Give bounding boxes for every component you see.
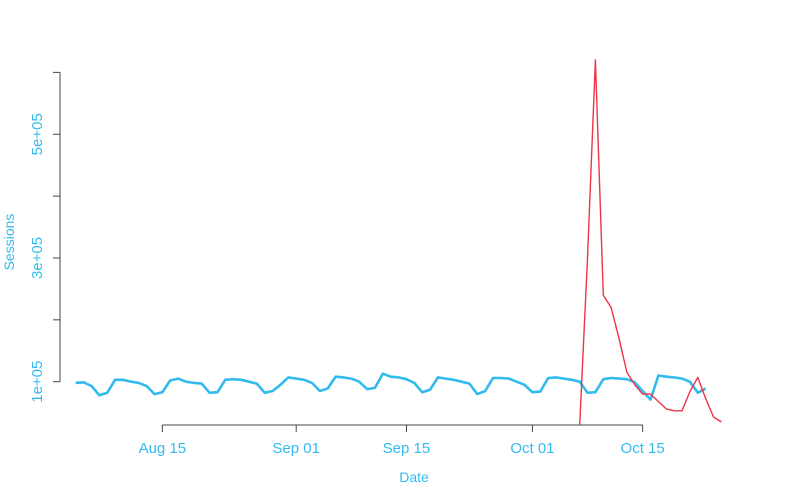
x-tick-label-2: Sep 15 xyxy=(383,440,431,457)
x-axis-title: Date xyxy=(399,469,429,485)
y-tick-label-1: 3e+05 xyxy=(29,237,46,279)
x-tick-label-1: Sep 01 xyxy=(272,440,320,457)
series-line-1 xyxy=(579,59,722,426)
x-tick-label-0: Aug 15 xyxy=(139,440,187,457)
series-layer xyxy=(75,59,722,426)
series-line-0 xyxy=(75,372,707,401)
y-axis: 1e+05 3e+05 5e+05 xyxy=(29,71,61,403)
x-tick-label-3: Oct 01 xyxy=(510,440,554,457)
y-tick-label-0: 1e+05 xyxy=(29,361,46,403)
x-tick-label-4: Oct 15 xyxy=(621,440,665,457)
x-axis: Aug 15 Sep 01 Sep 15 Oct 01 Oct 15 xyxy=(139,424,665,457)
y-axis-title: Sessions xyxy=(1,214,17,271)
y-tick-label-2: 5e+05 xyxy=(29,113,46,155)
